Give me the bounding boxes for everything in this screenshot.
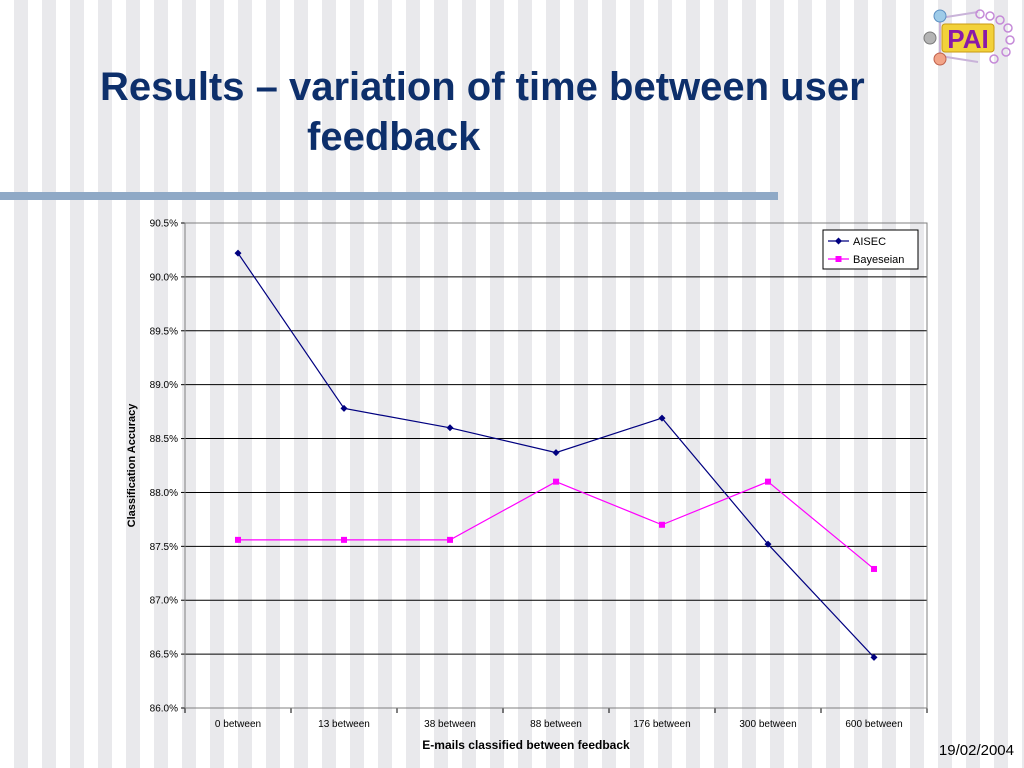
x-tick-label: 13 between — [318, 719, 370, 730]
legend-item-bayeseian: Bayeseian — [828, 254, 904, 266]
y-tick-label: 88.0% — [150, 488, 178, 499]
data-point-bayeseian — [871, 565, 877, 572]
series-aisec — [234, 249, 878, 661]
pai-logo: PAI — [923, 9, 1015, 66]
slide-date: 19/02/2004 — [938, 742, 1014, 759]
grid-layer — [181, 222, 928, 713]
chart-legend: AISEC Bayeseian — [822, 229, 919, 270]
x-tick-labels: 0 between 13 between 38 between 88 between 1… — [215, 719, 903, 730]
legend-swatch-marker — [835, 237, 842, 245]
y-tick-label: 86.0% — [150, 704, 178, 715]
x-axis-title: E-mails classified between feedback — [422, 738, 630, 752]
data-point-aisec — [870, 653, 878, 661]
series-layer — [234, 249, 878, 661]
y-tick-label: 89.5% — [150, 326, 178, 337]
legend-label: Bayeseian — [853, 254, 904, 266]
y-tick-label: 90.0% — [150, 272, 178, 283]
slide-title-line-2: feedback — [307, 115, 481, 159]
logo-text: PAI — [947, 24, 988, 54]
data-point-bayeseian — [341, 536, 347, 543]
data-point-aisec — [764, 540, 772, 548]
plot-area — [184, 222, 928, 709]
data-point-aisec — [234, 249, 242, 257]
data-point-aisec — [658, 414, 666, 422]
y-axis-title: Classification Accuracy — [126, 403, 138, 528]
x-tick-label: 38 between — [424, 719, 476, 730]
y-tick-label: 86.5% — [150, 650, 178, 661]
x-tick-label: 0 between — [215, 719, 261, 730]
y-tick-label: 90.5% — [150, 219, 178, 230]
legend-label: AISEC — [853, 236, 886, 248]
slide-title-line-1: Results – variation of time between user — [100, 65, 865, 109]
y-tick-label: 89.0% — [150, 380, 178, 391]
legend-swatch-marker — [835, 256, 842, 262]
data-point-bayeseian — [659, 521, 665, 528]
legend-item-aisec: AISEC — [828, 236, 886, 248]
data-point-bayeseian — [553, 478, 559, 485]
x-tick-label: 300 between — [739, 719, 796, 730]
title-divider — [0, 192, 778, 200]
y-tick-label: 87.5% — [150, 542, 178, 553]
slide-title: Results – variation of time between user… — [100, 62, 980, 162]
x-tick-label: 600 between — [845, 719, 902, 730]
data-point-bayeseian — [447, 536, 453, 543]
y-tick-label: 88.5% — [150, 434, 178, 445]
legend-box — [822, 229, 919, 270]
y-tick-labels: 86.0% 86.5% 87.0% 87.5% 88.0% 88.5% 89.0% 89.5%… — [150, 219, 178, 715]
data-point-bayeseian — [765, 478, 771, 485]
data-point-aisec — [340, 404, 348, 412]
series-bayeseian — [235, 478, 877, 572]
x-tick-label: 176 between — [633, 719, 690, 730]
y-tick-label: 87.0% — [150, 596, 178, 607]
x-tick-label: 88 between — [530, 719, 582, 730]
data-point-bayeseian — [235, 536, 241, 543]
data-point-aisec — [446, 424, 454, 432]
line-chart: 0 between 13 between 38 between 88 between 1… — [126, 219, 928, 752]
data-point-aisec — [552, 449, 560, 457]
